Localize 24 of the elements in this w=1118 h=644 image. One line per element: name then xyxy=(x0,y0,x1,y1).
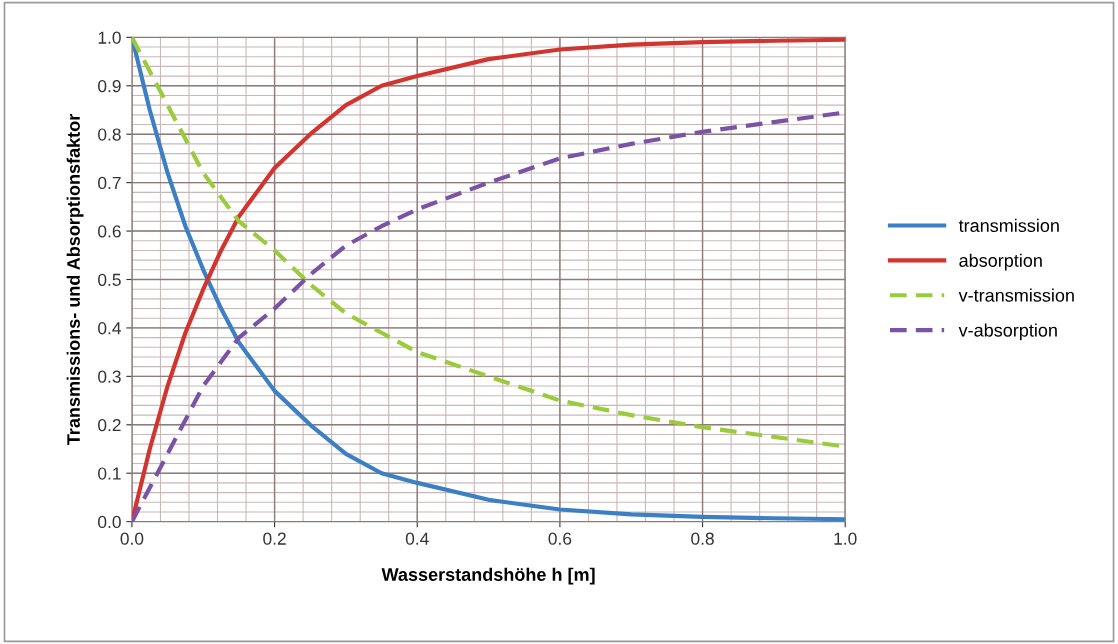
legend-label: absorption xyxy=(959,253,1042,271)
y-tick-label: 0.7 xyxy=(98,176,121,190)
x-tick-label: 0.0 xyxy=(120,532,144,545)
line-series xyxy=(131,37,846,522)
x-tick-label: 0.4 xyxy=(405,532,429,545)
y-tick-label: 1.0 xyxy=(98,31,121,44)
x-axis-title: Wasserstandshöhe h [m] xyxy=(381,567,595,585)
y-tick-label: 0.2 xyxy=(98,418,121,432)
y-tick-label: 0.3 xyxy=(98,370,121,383)
y-axis-title: Transmissions- und Absorptionsfaktor xyxy=(66,114,84,445)
x-tick-label: 0.2 xyxy=(263,532,286,545)
y-tick-label: 0.1 xyxy=(98,467,121,480)
y-tick-label: 0.0 xyxy=(98,515,121,529)
legend-label: v-transmission xyxy=(958,288,1074,302)
y-tick-label: 0.4 xyxy=(98,322,121,335)
y-tick-label: 0.6 xyxy=(98,225,121,238)
x-tick-label: 0.8 xyxy=(691,532,714,545)
x-tick-label: 1.0 xyxy=(834,532,857,545)
y-tick-label: 0.5 xyxy=(98,273,121,286)
legend-label: v-absorption xyxy=(958,323,1057,341)
x-tick-label: 0.6 xyxy=(548,532,572,545)
y-tick-label: 0.8 xyxy=(98,128,121,141)
y-tick-label: 0.9 xyxy=(98,79,121,93)
legend-label: transmission xyxy=(958,218,1059,233)
